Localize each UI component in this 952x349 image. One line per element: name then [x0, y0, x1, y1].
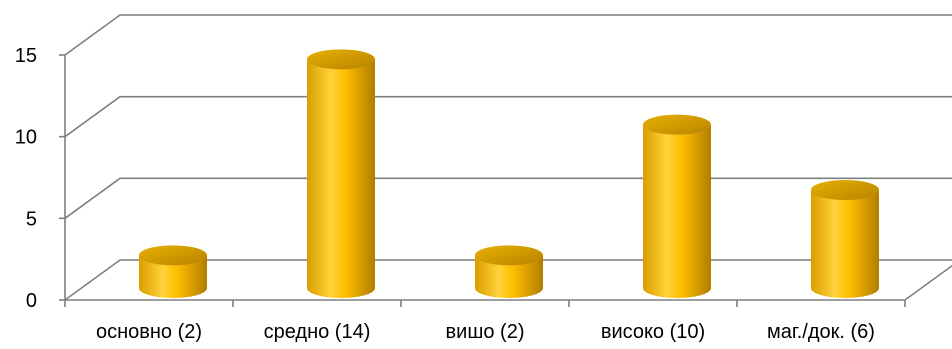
- x-tick-label-1: средно (14): [264, 321, 371, 343]
- bar-0: [139, 245, 207, 298]
- bar-body-1: [307, 59, 375, 299]
- bar-body-0: [139, 255, 207, 298]
- bar-top-4: [811, 180, 879, 200]
- y-tick-label-10: 10: [15, 127, 37, 149]
- bar-2: [475, 245, 543, 298]
- x-tick-label-2: вишо (2): [446, 321, 525, 343]
- bar-body-2: [475, 255, 543, 298]
- bar-body-3: [643, 124, 711, 299]
- y-tick-label-15: 15: [15, 45, 37, 67]
- bar-1: [307, 49, 375, 299]
- gridlines: [59, 14, 952, 307]
- bar-top-2: [475, 245, 543, 266]
- bar-top-0: [139, 245, 207, 266]
- bars: [139, 49, 879, 299]
- bar-top-1: [307, 49, 375, 70]
- x-tick-label-0: основно (2): [96, 321, 202, 343]
- bar-top-3: [643, 114, 711, 135]
- y-tick-label-0: 0: [26, 290, 37, 312]
- bar-3: [643, 114, 711, 299]
- gridline-15: [64, 14, 952, 56]
- bar-4: [811, 180, 879, 298]
- bar-body-4: [811, 190, 879, 298]
- x-tick-label-4: маг./док. (6): [767, 321, 875, 343]
- y-tick-label-5: 5: [26, 208, 37, 230]
- labels: 0 5 10 15 основно (2) средно (14) вишо (2) висо…: [15, 45, 875, 343]
- gridline-10: [64, 95, 952, 138]
- x-tick-label-3: високо (10): [601, 321, 705, 343]
